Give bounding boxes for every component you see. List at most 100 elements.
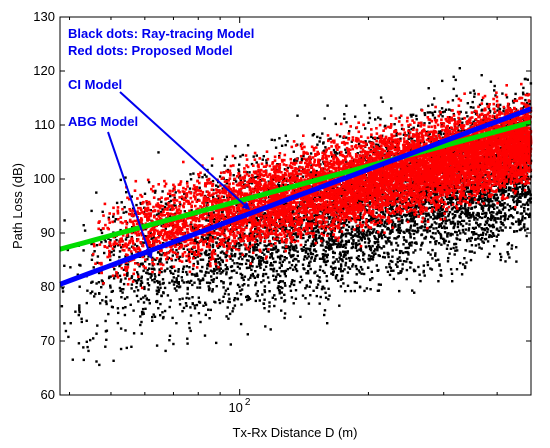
scatter-point xyxy=(246,298,249,302)
scatter-point xyxy=(526,192,530,196)
scatter-point xyxy=(61,290,65,293)
scatter-point xyxy=(410,261,413,265)
scatter-point xyxy=(354,244,358,247)
scatter-point xyxy=(85,301,88,305)
scatter-point xyxy=(221,260,224,264)
scatter-point xyxy=(180,242,183,245)
scatter-point xyxy=(124,277,127,280)
scatter-point xyxy=(175,243,178,246)
scatter-point xyxy=(502,215,505,218)
scatter-point xyxy=(230,269,234,273)
scatter-point xyxy=(490,224,493,227)
scatter-point xyxy=(358,242,361,246)
scatter-point xyxy=(240,263,244,266)
scatter-point xyxy=(92,337,95,340)
scatter-point xyxy=(256,294,259,298)
scatter-point xyxy=(356,226,359,230)
scatter-point xyxy=(278,256,282,260)
scatter-point xyxy=(467,216,470,219)
scatter-point xyxy=(172,272,175,275)
scatter-point xyxy=(454,249,457,252)
scatter-point xyxy=(283,293,286,296)
scatter-point xyxy=(218,301,222,305)
scatter-point xyxy=(375,143,378,146)
scatter-point xyxy=(314,235,317,238)
scatter-point xyxy=(444,219,448,222)
scatter-point xyxy=(135,281,139,285)
scatter-point xyxy=(246,294,249,298)
scatter-point xyxy=(372,217,375,220)
scatter-point xyxy=(239,293,243,296)
scatter-point xyxy=(495,235,499,238)
scatter-point xyxy=(419,141,422,144)
scatter-point xyxy=(415,214,418,217)
scatter-point xyxy=(317,213,320,217)
scatter-point xyxy=(231,310,234,313)
scatter-point xyxy=(178,298,181,301)
scatter-point xyxy=(465,261,468,264)
scatter-point xyxy=(397,231,400,234)
scatter-point xyxy=(273,278,276,282)
scatter-point xyxy=(501,181,504,184)
scatter-point xyxy=(469,106,473,109)
scatter-point xyxy=(423,274,426,277)
scatter-point xyxy=(499,203,502,207)
scatter-point xyxy=(465,222,468,225)
scatter-point xyxy=(413,291,416,294)
scatter-point xyxy=(500,189,503,192)
scatter-point xyxy=(247,278,250,281)
scatter-point xyxy=(323,260,327,264)
scatter-point xyxy=(277,273,280,276)
scatter-point xyxy=(470,250,474,253)
scatter-point xyxy=(485,221,489,225)
scatter-point xyxy=(215,276,218,279)
scatter-point xyxy=(452,221,455,225)
scatter-point xyxy=(161,278,165,281)
scatter-point xyxy=(61,287,64,290)
scatter-point xyxy=(410,244,413,247)
scatter-point xyxy=(396,257,399,261)
scatter-point xyxy=(190,252,194,255)
scatter-point xyxy=(147,284,151,287)
scatter-point xyxy=(429,111,432,114)
scatter-point xyxy=(211,243,215,246)
scatter-point xyxy=(513,98,517,101)
scatter-point xyxy=(308,261,311,265)
scatter-point xyxy=(98,292,101,295)
scatter-point xyxy=(488,201,491,204)
scatter-point xyxy=(379,117,382,121)
scatter-point xyxy=(217,196,220,200)
scatter-point xyxy=(168,334,172,337)
scatter-point xyxy=(344,261,348,265)
scatter-point xyxy=(310,242,313,245)
scatter-point xyxy=(478,216,481,219)
scatter-point xyxy=(158,280,161,284)
scatter-point xyxy=(318,276,321,279)
scatter-point xyxy=(384,210,388,213)
scatter-point xyxy=(377,283,381,286)
scatter-point xyxy=(109,286,112,289)
scatter-point xyxy=(350,230,354,233)
scatter-point xyxy=(277,281,280,285)
scatter-point xyxy=(283,258,286,262)
scatter-point xyxy=(316,274,319,277)
scatter-point xyxy=(306,247,309,250)
scatter-point xyxy=(233,269,236,272)
scatter-point xyxy=(309,281,312,284)
scatter-point xyxy=(439,269,443,272)
scatter-point xyxy=(462,263,465,266)
scatter-point xyxy=(477,234,480,237)
scatter-point xyxy=(359,247,362,250)
scatter-point xyxy=(373,248,377,251)
scatter-point xyxy=(450,200,453,203)
scatter-point xyxy=(273,294,276,297)
scatter-point xyxy=(248,241,252,244)
scatter-point xyxy=(119,327,123,330)
scatter-point xyxy=(122,268,126,271)
scatter-point xyxy=(305,285,308,288)
scatter-point xyxy=(322,150,325,153)
scatter-point xyxy=(388,207,391,210)
scatter-point xyxy=(481,212,484,215)
scatter-point xyxy=(404,246,407,250)
scatter-point xyxy=(327,298,330,301)
